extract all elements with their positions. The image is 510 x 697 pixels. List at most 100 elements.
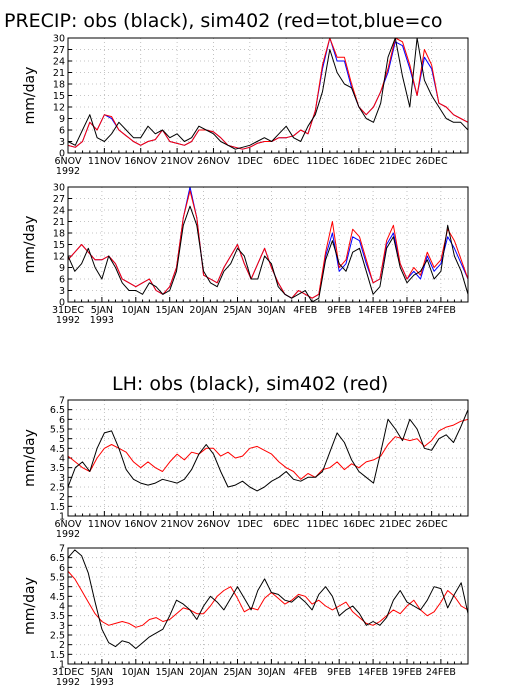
y-tick-label: 3.5: [50, 463, 65, 474]
series-line-1: [68, 409, 468, 492]
x-tick-sublabel: 1993: [90, 677, 114, 688]
y-tick-label: 3: [59, 621, 65, 632]
x-tick-label: 16NOV: [124, 156, 158, 167]
y-tick-label: 30: [53, 183, 65, 194]
x-tick-label: 26DEC: [416, 156, 448, 167]
y-tick-label: 4.5: [50, 592, 65, 603]
x-tick-label: 11NOV: [88, 519, 122, 530]
y-tick-label: 1.5: [50, 502, 65, 513]
series-line-1: [68, 549, 468, 649]
y-tick-label: 27: [53, 45, 65, 56]
series-line-1: [68, 38, 468, 150]
x-tick-label: 26DEC: [416, 519, 448, 530]
x-tick-sublabel: 1992: [56, 529, 80, 540]
y-tick-label: 9: [59, 114, 65, 125]
y-tick-label: 6: [59, 275, 65, 286]
series-line-2: [68, 205, 468, 302]
x-tick-label: 5JAN: [91, 667, 113, 678]
plot-frame: [67, 186, 469, 303]
y-tick-label: 6.5: [50, 405, 65, 416]
x-tick-label: 11NOV: [88, 156, 122, 167]
x-tick-label: 21NOV: [161, 519, 195, 530]
y-tick-label: 4: [59, 602, 65, 613]
y-tick-label: 6: [59, 126, 65, 137]
x-tick-label: 6NOV: [55, 519, 82, 530]
x-tick-label: 1DEC: [237, 519, 263, 530]
y-tick-label: 21: [53, 68, 65, 79]
x-tick-label: 6DEC: [273, 519, 299, 530]
lh-panel-jan-feb: 11.522.533.544.555.566.5731DEC19925JAN19…: [22, 544, 469, 688]
plot-frame: [67, 399, 469, 517]
x-tick-label: 11DEC: [307, 519, 339, 530]
y-tick-label: 4.5: [50, 444, 65, 455]
x-tick-label: 21NOV: [161, 156, 195, 167]
x-tick-label: 31DEC: [52, 667, 84, 678]
y-tick-label: 1.5: [50, 650, 65, 661]
series-line-1: [68, 190, 468, 299]
x-tick-label: 10JAN: [122, 667, 150, 678]
x-tick-label: 6DEC: [273, 156, 299, 167]
y-tick-label: 5.5: [50, 573, 65, 584]
x-tick-label: 5JAN: [91, 305, 113, 316]
y-tick-label: 6.5: [50, 553, 65, 564]
y-tick-label: 12: [53, 103, 65, 114]
y-tick-label: 3: [59, 137, 65, 148]
x-tick-label: 20JAN: [189, 667, 217, 678]
x-tick-label: 16DEC: [343, 156, 375, 167]
plot-frame: [67, 37, 469, 154]
x-tick-label: 10JAN: [122, 305, 150, 316]
x-tick-label: 14FEB: [358, 667, 388, 678]
x-tick-label: 11DEC: [307, 156, 339, 167]
y-tick-label: 7: [59, 396, 65, 407]
y-tick-label: 30: [53, 34, 65, 45]
x-tick-label: 16NOV: [124, 519, 158, 530]
x-tick-sublabel: 1992: [56, 677, 80, 688]
x-tick-label: 14FEB: [358, 305, 388, 316]
x-tick-label: 9FEB: [327, 305, 351, 316]
y-axis-label: mm/day: [22, 67, 38, 125]
y-tick-label: 9: [59, 263, 65, 274]
y-axis-label: mm/day: [22, 577, 38, 635]
y-axis-label: mm/day: [22, 429, 38, 487]
y-axis-label: mm/day: [22, 216, 38, 274]
x-tick-label: 20JAN: [189, 305, 217, 316]
y-tick-label: 6: [59, 415, 65, 426]
x-tick-label: 31DEC: [52, 305, 84, 316]
y-tick-label: 1: [59, 660, 65, 671]
series-line-0: [68, 570, 468, 628]
precip-title: PRECIP: obs (black), sim402 (red=tot,blu…: [4, 10, 442, 32]
x-tick-label: 16DEC: [343, 519, 375, 530]
lh-title: LH: obs (black), sim402 (red): [112, 373, 388, 395]
x-tick-sublabel: 1992: [56, 315, 80, 326]
x-tick-label: 24FEB: [426, 667, 456, 678]
x-tick-label: 30JAN: [257, 305, 285, 316]
y-tick-label: 3: [59, 473, 65, 484]
y-tick-label: 7: [59, 544, 65, 555]
series-line-0: [68, 418, 468, 480]
x-tick-label: 26NOV: [197, 519, 231, 530]
y-tick-label: 2: [59, 640, 65, 651]
x-tick-label: 15JAN: [156, 305, 184, 316]
y-tick-label: 2.5: [50, 631, 65, 642]
x-tick-sublabel: 1992: [56, 166, 80, 177]
y-tick-label: 4: [59, 454, 65, 465]
x-tick-label: 4FEB: [293, 305, 317, 316]
y-tick-label: 6: [59, 563, 65, 574]
y-tick-label: 5.5: [50, 425, 65, 436]
x-tick-label: 21DEC: [379, 519, 411, 530]
y-tick-label: 0: [59, 149, 65, 160]
x-tick-label: 26NOV: [197, 156, 231, 167]
y-tick-label: 18: [53, 229, 65, 240]
y-tick-label: 21: [53, 217, 65, 228]
x-tick-label: 25JAN: [223, 667, 251, 678]
x-tick-label: 4FEB: [293, 667, 317, 678]
y-tick-label: 27: [53, 194, 65, 205]
y-tick-label: 2: [59, 492, 65, 503]
x-tick-label: 25JAN: [223, 305, 251, 316]
y-tick-label: 3: [59, 286, 65, 297]
x-tick-label: 19FEB: [392, 305, 422, 316]
y-tick-label: 15: [53, 240, 65, 251]
